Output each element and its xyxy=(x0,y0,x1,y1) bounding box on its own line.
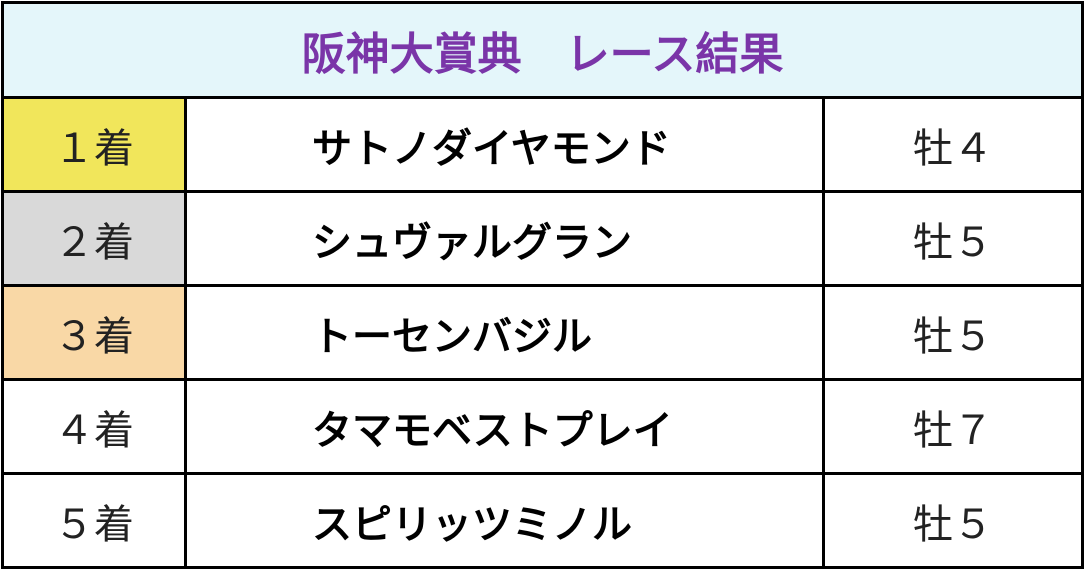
horse-name-cell: トーセンバジル xyxy=(184,284,825,381)
horse-name-cell: タマモベストプレイ xyxy=(184,378,825,475)
horse-name-cell: サトノダイヤモンド xyxy=(184,96,825,193)
sex-age-cell: 牡５ xyxy=(822,190,1084,287)
sex-age-cell: 牡５ xyxy=(822,284,1084,381)
sex-age-cell: 牡４ xyxy=(822,96,1084,193)
sex-age-cell: 牡５ xyxy=(822,472,1084,569)
rank-cell: ５着 xyxy=(1,472,187,569)
rank-cell: ４着 xyxy=(1,378,187,475)
rank-cell: ３着 xyxy=(1,284,187,381)
rank-cell: ２着 xyxy=(1,190,187,287)
rank-cell: １着 xyxy=(1,96,187,193)
sex-age-cell: 牡７ xyxy=(822,378,1084,475)
horse-name-cell: スピリッツミノル xyxy=(184,472,825,569)
horse-name-cell: シュヴァルグラン xyxy=(184,190,825,287)
table-title: 阪神大賞典 レース結果 xyxy=(1,1,1084,99)
